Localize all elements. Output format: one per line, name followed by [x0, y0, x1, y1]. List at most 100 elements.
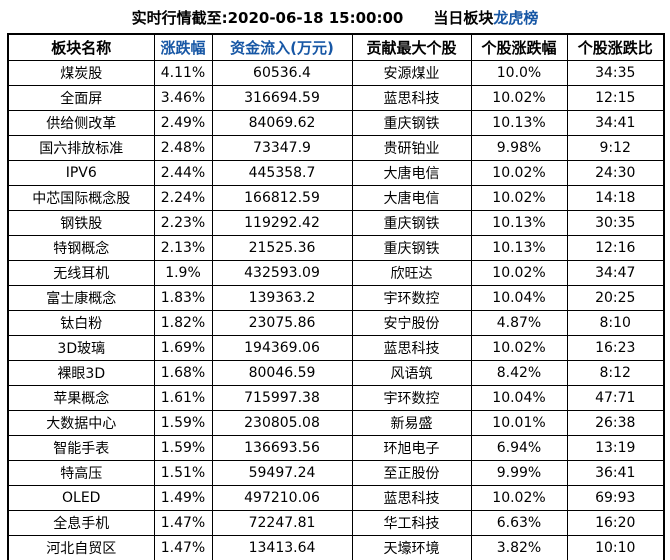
sector-cell[interactable]: 3D玻璃: [7, 335, 155, 361]
column-header-stock[interactable]: 贡献最大个股: [351, 33, 472, 61]
stock-change-cell: 6.94%: [470, 435, 568, 461]
sector-cell[interactable]: 供给侧改革: [7, 110, 155, 136]
inflow-cell: 136693.56: [211, 435, 353, 461]
stock-change-cell: 10.04%: [470, 385, 568, 411]
ratio-cell: 14:18: [566, 185, 665, 211]
change-cell: 1.69%: [153, 335, 213, 361]
sector-leaderboard-table: 板块名称 涨跌幅 资金流入(万元) 贡献最大个股 个股涨跌幅 个股涨跌比 煤炭股 4.11%…: [7, 33, 665, 560]
stock-change-cell: 10.02%: [470, 260, 568, 286]
sector-cell[interactable]: 河北自贸区: [7, 535, 155, 560]
stock-cell[interactable]: 蓝思科技: [351, 85, 472, 111]
timestamp-label: 实时行情截至:2020-06-18 15:00:00: [131, 9, 404, 27]
sector-cell[interactable]: 全息手机: [7, 510, 155, 536]
change-cell: 1.59%: [153, 410, 213, 436]
board-link[interactable]: 龙虎榜: [493, 9, 539, 27]
table-row: 河北自贸区 1.47% 13413.64 天壕环境 3.82% 10:10: [7, 535, 665, 560]
table-row: 裸眼3D 1.68% 80046.59 风语筑 8.42% 8:12: [7, 360, 665, 386]
board-label: 当日板块: [433, 9, 494, 27]
sector-cell[interactable]: 特高压: [7, 460, 155, 486]
change-cell: 4.11%: [153, 60, 213, 86]
stock-change-cell: 8.42%: [470, 360, 568, 386]
column-header-stock-change[interactable]: 个股涨跌幅: [470, 33, 568, 61]
stock-cell[interactable]: 安宁股份: [351, 310, 472, 336]
change-cell: 1.47%: [153, 535, 213, 560]
stock-cell[interactable]: 宇环数控: [351, 285, 472, 311]
stock-cell[interactable]: 风语筑: [351, 360, 472, 386]
ratio-cell: 12:15: [566, 85, 665, 111]
change-cell: 1.9%: [153, 260, 213, 286]
sector-cell[interactable]: 智能手表: [7, 435, 155, 461]
change-cell: 1.82%: [153, 310, 213, 336]
table-row: 钛白粉 1.82% 23075.86 安宁股份 4.87% 8:10: [7, 310, 665, 336]
column-header-sector[interactable]: 板块名称: [7, 33, 155, 61]
ratio-cell: 47:71: [566, 385, 665, 411]
stock-cell[interactable]: 安源煤业: [351, 60, 472, 86]
sector-cell[interactable]: 大数据中心: [7, 410, 155, 436]
change-cell: 1.47%: [153, 510, 213, 536]
page-title: 实时行情截至:2020-06-18 15:00:00 当日板块龙虎榜: [0, 0, 670, 28]
table-row: 钢铁股 2.23% 119292.42 重庆钢铁 10.13% 30:35: [7, 210, 665, 236]
table-row: 智能手表 1.59% 136693.56 环旭电子 6.94% 13:19: [7, 435, 665, 461]
stock-cell[interactable]: 环旭电子: [351, 435, 472, 461]
ratio-cell: 20:25: [566, 285, 665, 311]
stock-change-cell: 10.13%: [470, 210, 568, 236]
ratio-cell: 8:10: [566, 310, 665, 336]
sector-cell[interactable]: 钢铁股: [7, 210, 155, 236]
table-row: 大数据中心 1.59% 230805.08 新易盛 10.01% 26:38: [7, 410, 665, 436]
inflow-cell: 84069.62: [211, 110, 353, 136]
sector-cell[interactable]: 煤炭股: [7, 60, 155, 86]
sector-cell[interactable]: OLED: [7, 485, 155, 511]
inflow-cell: 194369.06: [211, 335, 353, 361]
stock-cell[interactable]: 华工科技: [351, 510, 472, 536]
stock-cell[interactable]: 贵研铂业: [351, 135, 472, 161]
table-row: 国六排放标准 2.48% 73347.9 贵研铂业 9.98% 9:12: [7, 135, 665, 161]
stock-cell[interactable]: 宇环数控: [351, 385, 472, 411]
table-row: 特高压 1.51% 59497.24 至正股份 9.99% 36:41: [7, 460, 665, 486]
change-cell: 1.83%: [153, 285, 213, 311]
sector-cell[interactable]: 裸眼3D: [7, 360, 155, 386]
sector-cell[interactable]: 钛白粉: [7, 310, 155, 336]
change-cell: 1.49%: [153, 485, 213, 511]
stock-cell[interactable]: 至正股份: [351, 460, 472, 486]
inflow-cell: 316694.59: [211, 85, 353, 111]
stock-cell[interactable]: 大唐电信: [351, 160, 472, 186]
stock-cell[interactable]: 天壕环境: [351, 535, 472, 560]
inflow-cell: 21525.36: [211, 235, 353, 261]
sector-cell[interactable]: IPV6: [7, 160, 155, 186]
stock-cell[interactable]: 蓝思科技: [351, 485, 472, 511]
ratio-cell: 30:35: [566, 210, 665, 236]
sector-cell[interactable]: 全面屏: [7, 85, 155, 111]
stock-change-cell: 6.63%: [470, 510, 568, 536]
sector-cell[interactable]: 富士康概念: [7, 285, 155, 311]
stock-cell[interactable]: 新易盛: [351, 410, 472, 436]
stock-cell[interactable]: 大唐电信: [351, 185, 472, 211]
sector-cell[interactable]: 无线耳机: [7, 260, 155, 286]
sector-cell[interactable]: 国六排放标准: [7, 135, 155, 161]
change-cell: 2.49%: [153, 110, 213, 136]
stock-change-cell: 10.13%: [470, 235, 568, 261]
column-header-change[interactable]: 涨跌幅: [153, 33, 213, 61]
sector-cell[interactable]: 苹果概念: [7, 385, 155, 411]
stock-cell[interactable]: 重庆钢铁: [351, 235, 472, 261]
column-header-inflow[interactable]: 资金流入(万元): [211, 33, 353, 61]
stock-change-cell: 10.01%: [470, 410, 568, 436]
inflow-cell: 73347.9: [211, 135, 353, 161]
ratio-cell: 34:41: [566, 110, 665, 136]
stock-change-cell: 10.02%: [470, 185, 568, 211]
inflow-cell: 72247.81: [211, 510, 353, 536]
stock-change-cell: 3.82%: [470, 535, 568, 560]
stock-change-cell: 10.04%: [470, 285, 568, 311]
table-row: 煤炭股 4.11% 60536.4 安源煤业 10.0% 34:35: [7, 60, 665, 86]
sector-cell[interactable]: 中芯国际概念股: [7, 185, 155, 211]
column-header-ratio[interactable]: 个股涨跌比: [566, 33, 665, 61]
stock-cell[interactable]: 重庆钢铁: [351, 210, 472, 236]
stock-change-cell: 10.02%: [470, 335, 568, 361]
stock-change-cell: 10.02%: [470, 85, 568, 111]
sector-cell[interactable]: 特钢概念: [7, 235, 155, 261]
table-row: 全面屏 3.46% 316694.59 蓝思科技 10.02% 12:15: [7, 85, 665, 111]
stock-cell[interactable]: 欣旺达: [351, 260, 472, 286]
inflow-cell: 445358.7: [211, 160, 353, 186]
stock-cell[interactable]: 重庆钢铁: [351, 110, 472, 136]
stock-cell[interactable]: 蓝思科技: [351, 335, 472, 361]
change-cell: 2.13%: [153, 235, 213, 261]
